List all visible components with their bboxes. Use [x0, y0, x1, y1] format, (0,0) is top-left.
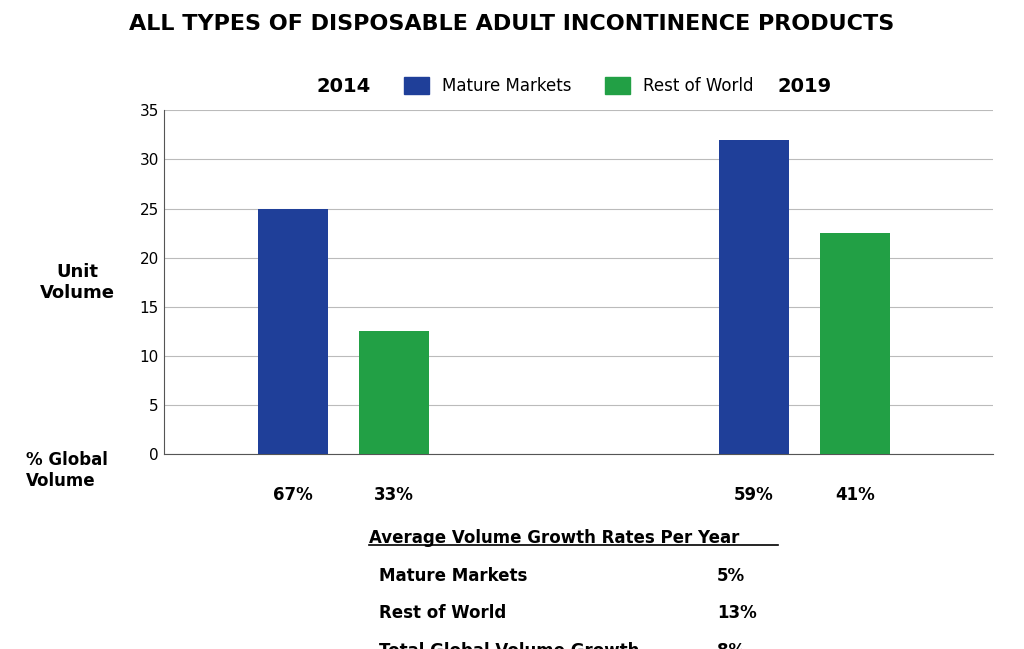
Text: 2019: 2019: [777, 77, 831, 95]
Text: 33%: 33%: [375, 485, 414, 504]
Text: 67%: 67%: [273, 485, 312, 504]
Text: % Global
Volume: % Global Volume: [26, 451, 108, 490]
Text: Total Global Volume Growth: Total Global Volume Growth: [379, 642, 639, 649]
Text: ALL TYPES OF DISPOSABLE ADULT INCONTINENCE PRODUCTS: ALL TYPES OF DISPOSABLE ADULT INCONTINEN…: [129, 14, 895, 34]
Text: Rest of World: Rest of World: [379, 604, 506, 622]
Text: 5%: 5%: [717, 567, 744, 585]
Bar: [719, 140, 788, 454]
Text: Average Volume Growth Rates Per Year: Average Volume Growth Rates Per Year: [369, 529, 739, 547]
Bar: [258, 208, 328, 454]
Bar: [359, 332, 429, 454]
Y-axis label: Unit
Volume: Unit Volume: [40, 263, 115, 302]
Text: 13%: 13%: [717, 604, 757, 622]
Text: 59%: 59%: [734, 485, 773, 504]
Text: 8%: 8%: [717, 642, 744, 649]
Text: Mature Markets: Mature Markets: [379, 567, 527, 585]
Bar: [820, 233, 890, 454]
Text: 41%: 41%: [836, 485, 874, 504]
Text: 2014: 2014: [316, 77, 371, 95]
Legend: Mature Markets, Rest of World: Mature Markets, Rest of World: [397, 71, 760, 102]
